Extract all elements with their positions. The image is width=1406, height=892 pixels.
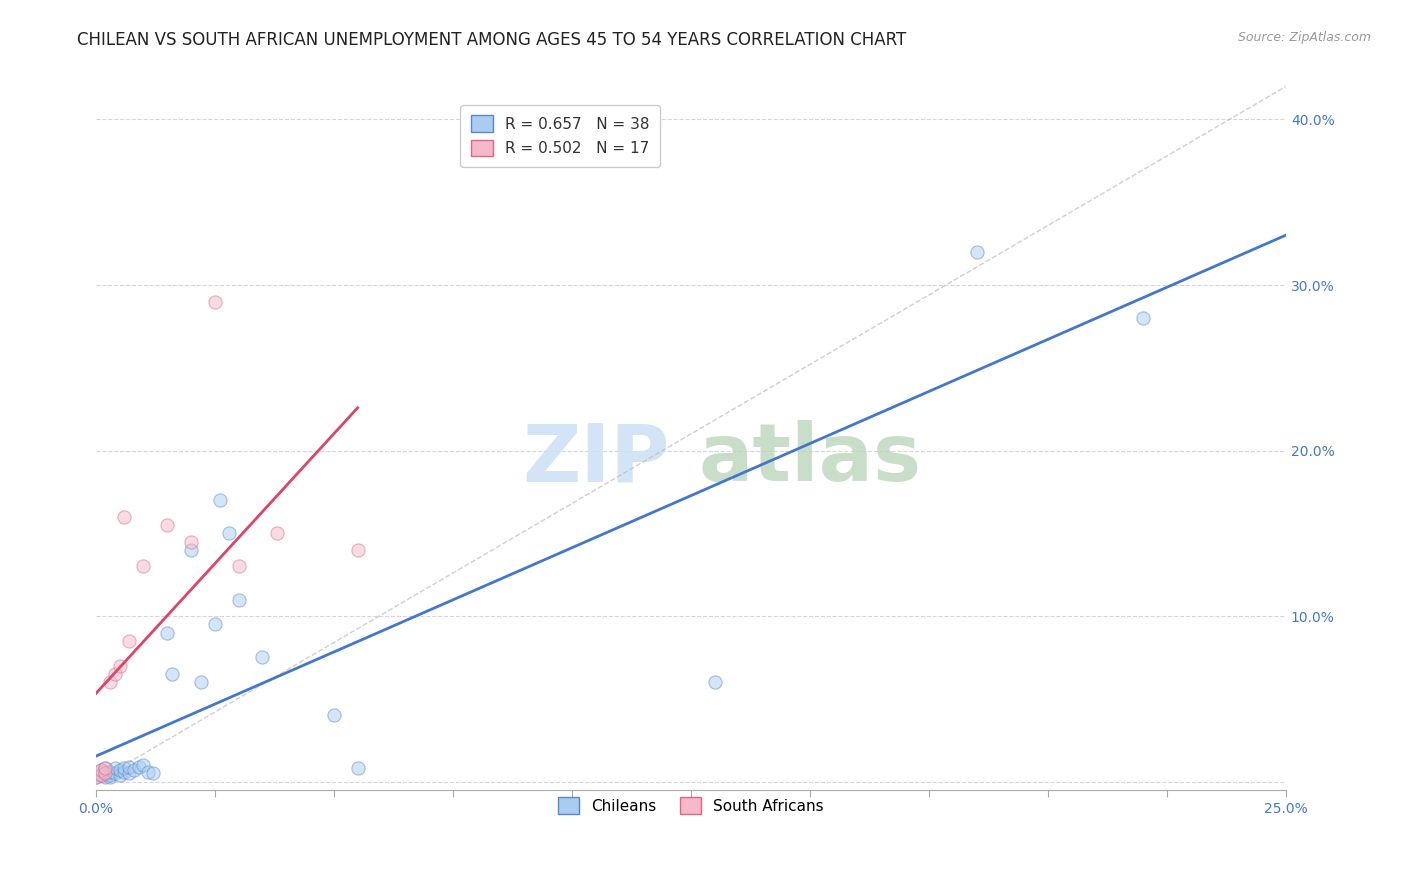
Point bbox=[322, 708, 344, 723]
Point bbox=[266, 526, 288, 541]
Point bbox=[94, 761, 117, 775]
Point bbox=[94, 766, 117, 780]
Point bbox=[142, 766, 165, 780]
Point bbox=[112, 509, 135, 524]
Point bbox=[966, 244, 988, 259]
Point bbox=[156, 625, 179, 640]
Point bbox=[128, 760, 150, 774]
Point bbox=[108, 658, 131, 673]
Point bbox=[204, 294, 226, 309]
Point bbox=[180, 542, 202, 557]
Point bbox=[90, 763, 112, 777]
Point bbox=[228, 559, 250, 574]
Point bbox=[118, 760, 141, 774]
Point bbox=[112, 761, 135, 775]
Text: Source: ZipAtlas.com: Source: ZipAtlas.com bbox=[1237, 31, 1371, 45]
Point bbox=[108, 763, 131, 777]
Point bbox=[104, 766, 127, 780]
Point bbox=[180, 534, 202, 549]
Point bbox=[94, 761, 117, 775]
Point bbox=[118, 766, 141, 780]
Point bbox=[84, 770, 107, 784]
Point bbox=[90, 766, 112, 780]
Point bbox=[98, 770, 121, 784]
Point bbox=[98, 764, 121, 779]
Point bbox=[208, 493, 231, 508]
Point bbox=[90, 768, 112, 782]
Point bbox=[98, 768, 121, 782]
Point bbox=[118, 634, 141, 648]
Point bbox=[218, 526, 240, 541]
Point bbox=[346, 761, 368, 775]
Point bbox=[1132, 311, 1154, 326]
Text: atlas: atlas bbox=[699, 420, 921, 499]
Point bbox=[132, 559, 155, 574]
Point bbox=[160, 667, 183, 681]
Point bbox=[104, 761, 127, 775]
Point bbox=[346, 542, 368, 557]
Point bbox=[112, 764, 135, 779]
Text: ZIP: ZIP bbox=[522, 420, 669, 499]
Legend: Chileans, South Africans: Chileans, South Africans bbox=[547, 787, 835, 824]
Point bbox=[94, 770, 117, 784]
Point bbox=[108, 768, 131, 782]
Point bbox=[703, 675, 725, 690]
Text: CHILEAN VS SOUTH AFRICAN UNEMPLOYMENT AMONG AGES 45 TO 54 YEARS CORRELATION CHAR: CHILEAN VS SOUTH AFRICAN UNEMPLOYMENT AM… bbox=[77, 31, 907, 49]
Point bbox=[132, 758, 155, 772]
Point bbox=[90, 763, 112, 777]
Point bbox=[136, 764, 159, 779]
Point bbox=[204, 617, 226, 632]
Point bbox=[228, 592, 250, 607]
Point bbox=[104, 667, 127, 681]
Point bbox=[122, 763, 145, 777]
Point bbox=[94, 764, 117, 779]
Point bbox=[156, 518, 179, 533]
Point bbox=[252, 650, 274, 665]
Point bbox=[190, 675, 212, 690]
Point bbox=[84, 770, 107, 784]
Point bbox=[98, 675, 121, 690]
Point bbox=[94, 766, 117, 780]
Point bbox=[90, 768, 112, 782]
